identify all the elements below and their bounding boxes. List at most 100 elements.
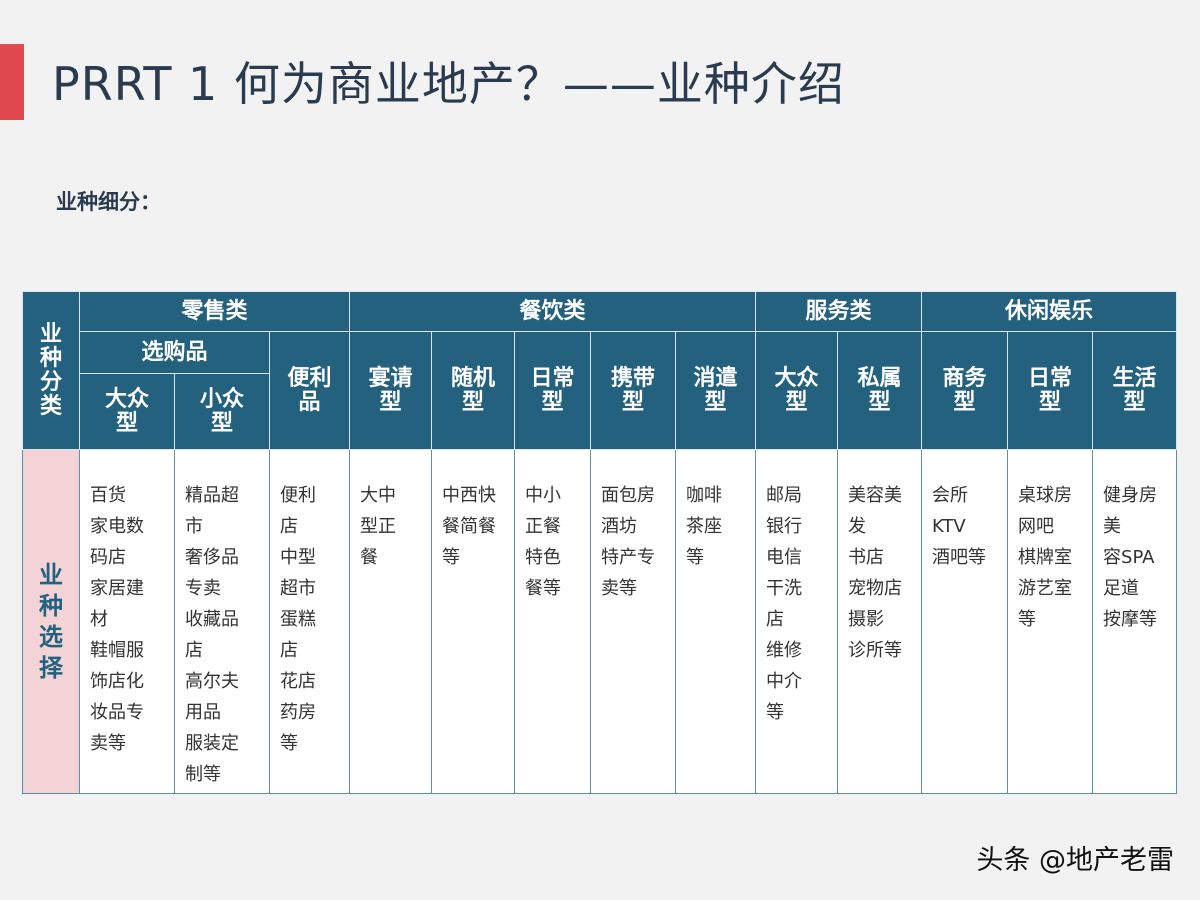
cell-line: 等	[1018, 609, 1037, 630]
category-leisure: 休闲娱乐	[921, 291, 1178, 332]
cell-line: 酒坊	[601, 516, 637, 537]
cell-leisure-drink: 咖啡 茶座等	[675, 449, 756, 794]
section-subtitle: 业种细分：	[56, 190, 161, 214]
cell-line: 棋牌室	[1018, 547, 1073, 568]
header-row-shopping-types: 大众型 小众型	[23, 373, 1177, 450]
header-line: 日常	[1028, 365, 1073, 391]
cell-daily-food: 中小 正餐 特色 餐等	[514, 449, 591, 794]
header-line: 商务	[942, 365, 987, 391]
header-line: 大众	[104, 386, 149, 412]
cell-line: 餐简餐	[442, 516, 496, 537]
row-label-char: 择	[39, 653, 63, 682]
cell-line: 按摩等	[1103, 609, 1158, 630]
header-line: 携带	[610, 365, 655, 391]
watermark: 头条 @地产老雷	[976, 845, 1174, 876]
cell-line: 美容美	[848, 485, 902, 506]
business-type-table-wrapper: 业 种 分 类 零售类 餐饮类 服务类 休闲娱乐 选购品 便利 品 宴请型 随机…	[22, 291, 1178, 794]
cell-line: 网吧	[1018, 516, 1055, 537]
cell-convenience: 便利店中型 超市 蛋糕店花店 药房等	[269, 449, 350, 794]
cell-life: 健身房美容SPA 足道 按摩等	[1092, 449, 1178, 794]
type-private: 私属型	[836, 331, 923, 450]
header-line: 型	[379, 389, 402, 415]
type-leisure-drink: 消遣型	[675, 331, 756, 450]
cell-line: 店	[185, 640, 203, 661]
header-line: 日常	[530, 365, 575, 391]
cell-line: 服装定	[185, 733, 239, 754]
cell-line: 干洗	[766, 578, 802, 599]
header-line: 型	[210, 410, 233, 436]
header-line: 随机	[450, 365, 495, 391]
cell-line: 游艺室	[1018, 578, 1073, 599]
cell-line: 奢侈品	[185, 547, 239, 568]
header-line: 型	[461, 389, 484, 415]
cell-line: 家电数	[90, 516, 144, 537]
cell-line: 宠物店	[848, 578, 902, 599]
row-label-char: 选	[39, 622, 63, 651]
type-niche-retail: 小众型	[174, 373, 270, 450]
category-retail: 零售类	[79, 291, 350, 332]
page-title: PRRT 1 何为商业地产？——业种介绍	[52, 57, 845, 111]
header-line: 小众	[199, 386, 244, 412]
cell-line: 收藏品	[185, 609, 239, 630]
cell-line: 容SPA	[1103, 547, 1155, 568]
header-line: 型	[785, 389, 808, 415]
row-label-char: 业	[39, 560, 63, 589]
header-line: 大众	[774, 365, 819, 391]
cell-line: 摄影	[848, 609, 884, 630]
cell-line: 妆品专	[90, 702, 144, 723]
cell-niche-retail: 精品超市奢侈品 专卖 收藏品店高尔夫 用品 服装定 制等	[174, 449, 270, 794]
title-accent-bar	[0, 44, 24, 120]
corner-char: 分	[39, 369, 62, 395]
cell-line: 桌球房	[1018, 485, 1073, 506]
corner-label-cell: 业 种 分 类	[22, 291, 80, 450]
corner-char: 类	[39, 393, 62, 419]
cell-line: 会所	[932, 485, 969, 506]
cell-line: 等	[766, 702, 784, 723]
cell-line: 咖啡	[686, 485, 722, 506]
type-casual: 随机型	[431, 331, 515, 450]
body-row: 业 种 选 择 百货 家电数 码店 家居建材鞋帽服 饰店化 妆品专 卖等 精品超市奢侈品 专卖…	[22, 449, 1178, 794]
cell-daily-fun: 桌球房网吧棋牌室游艺室等	[1007, 449, 1094, 794]
type-life: 生活型	[1092, 331, 1178, 450]
cell-line: 发	[848, 516, 866, 537]
cell-line: 大中	[360, 485, 396, 506]
cell-line: 茶座	[686, 516, 722, 537]
cell-line: 等	[442, 547, 460, 568]
subcategory-shopping: 选购品	[79, 331, 270, 374]
cell-line: 卖等	[601, 578, 637, 599]
cell-line: 诊所等	[848, 640, 902, 661]
category-dining: 餐饮类	[349, 291, 756, 332]
header-line: 型	[115, 410, 138, 436]
cell-line: 店	[766, 609, 784, 630]
cell-line: 码店	[90, 547, 126, 568]
cell-line: 蛋糕	[280, 609, 316, 630]
header-line: 型	[1123, 389, 1146, 415]
header-line: 私属	[857, 365, 902, 391]
cell-line: 足道	[1103, 578, 1140, 599]
header-line: 消遣	[693, 365, 738, 391]
cell-line: 正餐	[525, 516, 561, 537]
cell-line: 等	[686, 547, 704, 568]
cell-mass-retail: 百货 家电数 码店 家居建材鞋帽服 饰店化 妆品专 卖等	[79, 449, 175, 794]
cell-line: 中西快	[442, 485, 496, 506]
type-takeaway: 携带型	[590, 331, 676, 450]
cell-line: 酒吧等	[932, 547, 987, 568]
header-line: 宴请	[368, 365, 413, 391]
corner-char: 业	[39, 321, 62, 347]
cell-line: 用品	[185, 702, 221, 723]
cell-line: 卖等	[90, 733, 126, 754]
cell-line: 高尔夫	[185, 671, 239, 692]
subcategory-convenience: 便利 品	[269, 331, 350, 450]
cell-line: 餐等	[525, 578, 561, 599]
row-label-char: 种	[39, 591, 63, 620]
corner-char: 种	[39, 345, 62, 371]
cell-line: 市	[185, 516, 203, 537]
header-line: 型	[541, 389, 564, 415]
cell-line: 邮局	[766, 485, 802, 506]
cell-line: 中型	[280, 547, 316, 568]
header-line: 型	[621, 389, 644, 415]
cell-line: 百货	[90, 485, 126, 506]
type-daily-fun: 日常型	[1007, 331, 1094, 450]
cell-line: 餐	[360, 547, 378, 568]
header-row-subtypes: 选购品 便利 品 宴请型 随机型 日常型 携带型 消遣型 大众型 私属型 商务型…	[23, 331, 1178, 450]
